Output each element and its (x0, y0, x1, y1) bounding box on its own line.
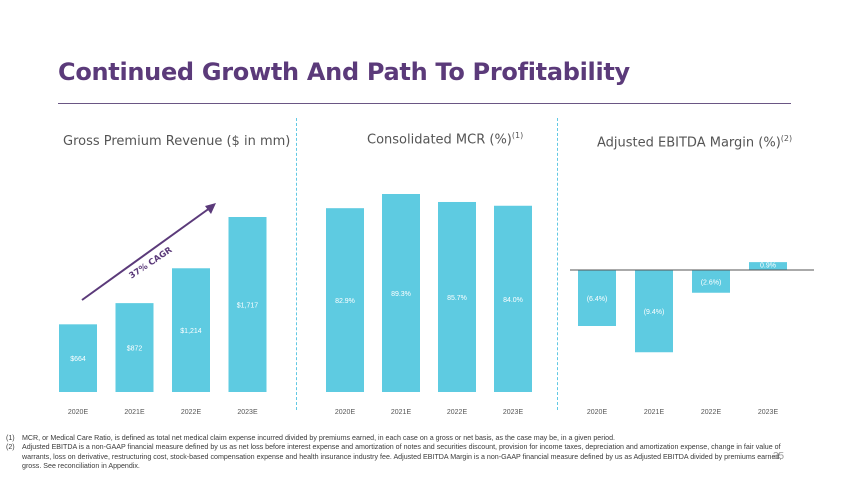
data-label: $1,214 (180, 328, 202, 335)
data-label: (9.4%) (644, 309, 665, 316)
bar (635, 270, 673, 353)
bar (438, 201, 476, 392)
page-number: 35 (773, 451, 785, 462)
x-tick-label: 2021E (391, 409, 412, 416)
bar (382, 194, 420, 392)
x-tick-label: 2021E (124, 409, 145, 416)
footnote-number: (2) (6, 443, 15, 452)
data-label: 89.3% (391, 291, 411, 298)
chart-title-ebitda: Adjusted EBITDA Margin (%)(2) (597, 134, 792, 150)
chart-title-mcr: Consolidated MCR (%)(1) (367, 131, 523, 147)
x-tick-label: 2020E (587, 409, 608, 416)
data-label: $1,717 (237, 303, 259, 310)
footnote-text: Adjusted EBITDA is a non-GAAP financial … (22, 443, 782, 470)
page-title: Continued Growth And Path To Profitabili… (58, 58, 630, 86)
x-tick-label: 2023E (503, 409, 524, 416)
footnote-2: (2) Adjusted EBITDA is a non-GAAP financ… (6, 443, 786, 471)
panel-divider-2 (557, 118, 558, 410)
cagr-line (81, 204, 215, 301)
bar (115, 303, 154, 392)
footnote-1: (1) MCR, or Medical Care Ratio, is defin… (6, 434, 786, 443)
footnote-text: MCR, or Medical Care Ratio, is defined a… (22, 434, 616, 442)
bar (692, 270, 730, 293)
chart-title-text: Consolidated MCR (%) (367, 132, 512, 148)
bar (749, 262, 787, 270)
data-label: (2.6%) (701, 279, 722, 286)
footnote-ref: (2) (780, 134, 793, 143)
data-label: $872 (127, 346, 143, 353)
bar (172, 268, 210, 392)
cagr-arrowhead-icon (205, 203, 216, 214)
data-label: $664 (70, 356, 86, 363)
chart-title-gross-premium: Gross Premium Revenue ($ in mm) (63, 134, 290, 149)
data-label: 0.9% (760, 263, 776, 270)
x-tick-label: 2020E (68, 409, 89, 416)
x-tick-label: 2021E (644, 409, 665, 416)
gross-premium-chart: $664 2020E $872 2021E $1,214 2022E $1,717 2023E (59, 217, 267, 416)
mcr-chart: 82.9% 2020E 89.3% 2021E 85.7% 2022E 84.0% 2023E (326, 194, 532, 416)
x-tick-label: 2022E (447, 409, 468, 416)
x-tick-label: 2020E (335, 409, 356, 416)
x-tick-label: 2023E (758, 409, 779, 416)
panel-divider-1 (296, 118, 297, 410)
chart-title-text: Gross Premium Revenue ($ in mm) (63, 134, 291, 149)
bar (59, 324, 97, 392)
footnotes: (1) MCR, or Medical Care Ratio, is defin… (6, 434, 786, 471)
chart-title-text: Adjusted EBITDA Margin (%) (597, 135, 781, 151)
bar (494, 205, 532, 392)
data-label: 84.0% (503, 297, 523, 304)
footnote-number: (1) (6, 434, 15, 442)
data-label: 82.9% (335, 298, 355, 305)
x-tick-label: 2022E (181, 409, 202, 416)
ebitda-margin-chart: (6.4%) 2020E (9.4%) 2021E (2.6%) 2022E 0.9% 202… (570, 262, 814, 416)
bar (228, 217, 267, 392)
bar (578, 270, 616, 326)
title-underline (58, 103, 791, 104)
x-tick-label: 2023E (237, 409, 258, 416)
bar (326, 208, 364, 392)
data-label: 85.7% (447, 295, 467, 302)
footnote-ref: (1) (511, 131, 524, 140)
x-tick-label: 2022E (701, 409, 722, 416)
data-label: (6.4%) (587, 296, 608, 303)
